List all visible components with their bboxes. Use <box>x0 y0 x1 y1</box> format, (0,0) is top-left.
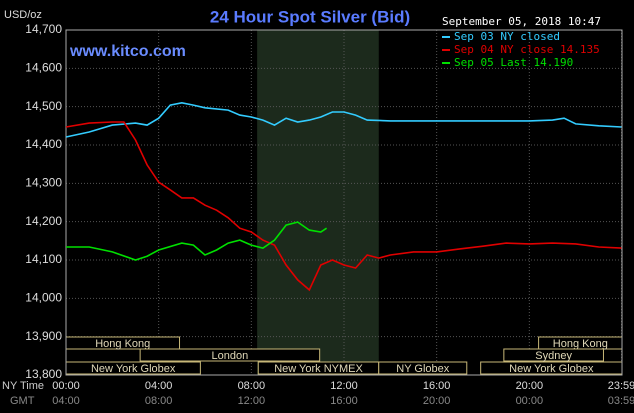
timestamp: September 05, 2018 10:47 <box>442 15 601 28</box>
x-tick-label-gmt: 12:00 <box>238 395 266 407</box>
x-tick-label: 04:00 <box>145 380 173 392</box>
y-tick-label: 13,800 <box>25 367 62 381</box>
session-label: Hong Kong <box>95 338 150 350</box>
x-tick-label-gmt: 03:59 <box>608 395 634 407</box>
session-label: New York Globex <box>509 363 594 375</box>
highlight-region <box>257 30 379 375</box>
y-tick-label: 14,500 <box>25 99 62 113</box>
session-bar <box>378 361 468 375</box>
x-axis2-label: GMT <box>10 395 35 407</box>
x-tick-label: 00:00 <box>52 380 80 392</box>
x-tick-label-gmt: 08:00 <box>145 395 173 407</box>
x-tick-label-gmt: 20:00 <box>423 395 451 407</box>
series-line <box>65 101 622 138</box>
y-tick-label: 14,200 <box>25 214 62 228</box>
y-tick-label: 14,700 <box>25 22 62 36</box>
legend-label: Sep 05 Last 14.190 <box>454 56 573 69</box>
chart-title: 24 Hour Spot Silver (Bid) <box>210 7 410 26</box>
legend-label: Sep 04 NY close 14.135 <box>454 43 600 56</box>
watermark: www.kitco.com <box>69 43 186 60</box>
y-tick-label: 14,100 <box>25 252 62 266</box>
legend-label: Sep 03 NY closed <box>454 30 560 43</box>
y-tick-label: 14,300 <box>25 176 62 190</box>
series-line <box>66 221 328 261</box>
y-tick-label: 13,900 <box>25 329 62 343</box>
x-tick-label: 12:00 <box>330 380 358 392</box>
plot-border <box>65 29 623 376</box>
y-tick-label: 14,000 <box>25 291 62 305</box>
session-bar <box>503 348 604 362</box>
session-label: London <box>212 350 249 362</box>
session-label: Sydney <box>535 350 572 362</box>
y-tick-label: 14,600 <box>25 61 62 75</box>
y-axis-label: USD/oz <box>4 9 42 21</box>
x-tick-label: 08:00 <box>238 380 266 392</box>
session-label: Hong Kong <box>553 338 608 350</box>
series-line <box>65 121 622 292</box>
x-tick-label: 20:00 <box>516 380 544 392</box>
x-tick-label-gmt: 16:00 <box>330 395 358 407</box>
y-tick-label: 14,400 <box>25 137 62 151</box>
session-label: New York Globex <box>91 363 176 375</box>
session-bar <box>139 348 321 362</box>
session-label: NY Globex <box>396 363 449 375</box>
x-axis-label: NY Time <box>2 380 44 392</box>
x-tick-label: 23:59 <box>608 380 634 392</box>
x-tick-label: 16:00 <box>423 380 451 392</box>
session-label: New York NYMEX <box>274 363 363 375</box>
x-tick-label-gmt: 00:00 <box>516 395 544 407</box>
x-tick-label-gmt: 04:00 <box>52 395 80 407</box>
